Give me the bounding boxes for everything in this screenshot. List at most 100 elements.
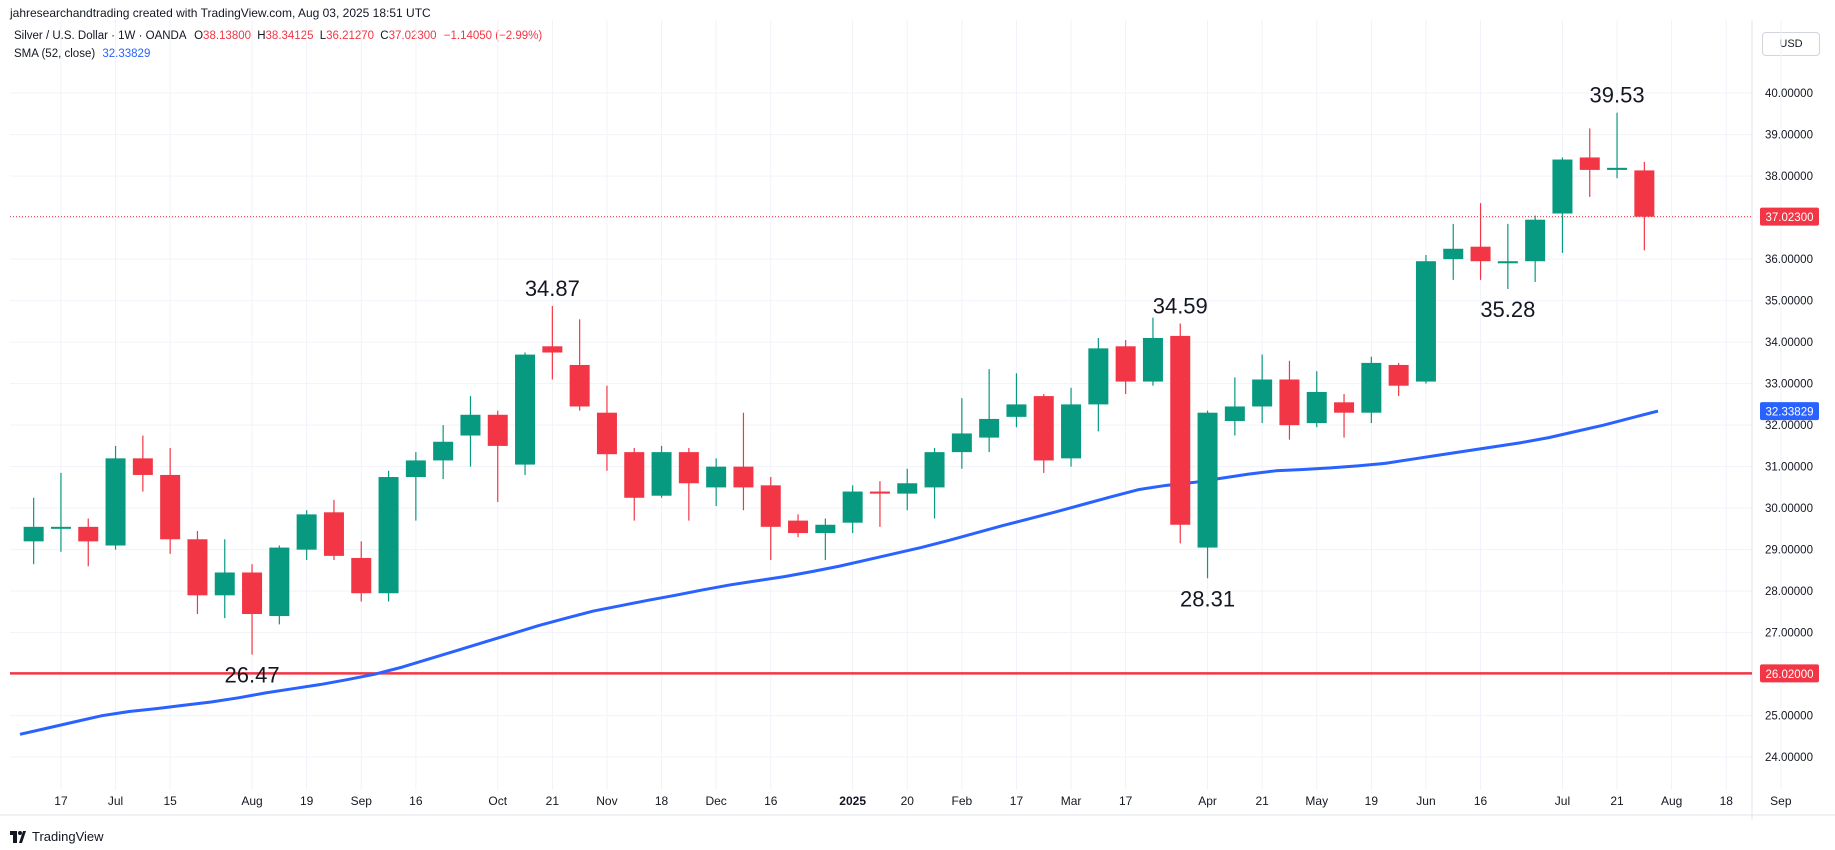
candle-body[interactable] (1088, 348, 1109, 405)
candle-body[interactable] (1525, 219, 1546, 262)
candle-body[interactable] (1279, 379, 1300, 426)
candle-body[interactable] (1579, 157, 1600, 170)
x-tick-label: 20 (901, 794, 915, 808)
candle-body[interactable] (1115, 346, 1136, 382)
candle-body[interactable] (351, 557, 372, 594)
candle-body[interactable] (405, 460, 426, 478)
candle-body[interactable] (378, 477, 399, 594)
candle-body[interactable] (1607, 167, 1628, 170)
x-tick-label: 2025 (839, 794, 866, 808)
candle-body[interactable] (1470, 246, 1491, 262)
candle-body[interactable] (242, 572, 263, 614)
candle-body[interactable] (1142, 337, 1163, 382)
x-tick-label: Dec (705, 794, 726, 808)
y-tick-label: 24.00000 (1765, 752, 1813, 764)
candle-body[interactable] (1634, 170, 1655, 217)
candle-body[interactable] (569, 364, 590, 407)
x-tick-label: 17 (54, 794, 68, 808)
sma-label[interactable]: SMA (52, close) (14, 48, 96, 60)
candle-body[interactable] (760, 485, 781, 527)
x-tick-label: 15 (163, 794, 177, 808)
x-tick-label: 21 (1255, 794, 1269, 808)
candle-body[interactable] (788, 520, 809, 534)
candle-body[interactable] (979, 418, 1000, 438)
price-annotation: 28.31 (1180, 586, 1235, 611)
y-tick-label: 33.00000 (1765, 379, 1813, 391)
y-tick-label: 32.00000 (1765, 420, 1813, 432)
candle-body[interactable] (23, 526, 44, 542)
candle-body[interactable] (1033, 396, 1054, 461)
candle-body[interactable] (323, 512, 344, 556)
candle-body[interactable] (1224, 406, 1245, 421)
candle-body[interactable] (706, 466, 727, 488)
tradingview-logo[interactable]: TradingView (10, 829, 104, 844)
x-tick-label: Apr (1198, 794, 1217, 808)
candle-body[interactable] (815, 524, 836, 534)
candle-body[interactable] (78, 526, 99, 542)
ohlc-open-value: 38.13800 (203, 30, 252, 42)
candle-body[interactable] (460, 414, 481, 436)
candle-body[interactable] (1552, 159, 1573, 214)
y-tick-label: 31.00000 (1765, 462, 1813, 474)
x-tick-label: 17 (1010, 794, 1024, 808)
price-annotation: 35.28 (1480, 297, 1535, 322)
candle-body[interactable] (951, 433, 972, 453)
candle-body[interactable] (596, 412, 617, 455)
candle-body[interactable] (1388, 364, 1409, 386)
candle-body[interactable] (869, 491, 890, 494)
ohlc-change: −1.14050 (−2.99%) (443, 30, 543, 42)
candle-body[interactable] (924, 452, 945, 488)
x-tick-label: 21 (546, 794, 560, 808)
candle-body[interactable] (624, 452, 645, 498)
candle-body[interactable] (678, 452, 699, 484)
candle-body[interactable] (1306, 391, 1327, 424)
candle-body[interactable] (842, 491, 863, 523)
candle-body[interactable] (1252, 379, 1273, 407)
legend-sma-row: SMA (52, close) 32.33829 (14, 48, 150, 60)
price-annotation: 26.47 (225, 663, 280, 688)
candle-body[interactable] (1006, 404, 1027, 417)
y-tick-label: 30.00000 (1765, 503, 1813, 515)
candle-body[interactable] (296, 514, 317, 550)
candle-body[interactable] (515, 354, 536, 465)
candle-body[interactable] (1170, 335, 1191, 525)
ohlc-close-value: 37.02300 (388, 30, 437, 42)
y-tick-label: 40.00000 (1765, 88, 1813, 100)
candle-body[interactable] (897, 483, 918, 494)
candle-body[interactable] (1443, 248, 1464, 260)
x-tick-label: Jul (108, 794, 123, 808)
y-tick-label: 36.00000 (1765, 254, 1813, 266)
candle-body[interactable] (187, 539, 208, 596)
candle-body[interactable] (433, 441, 454, 461)
candle-body[interactable] (105, 458, 126, 546)
sma-price-tag: 32.33829 (1766, 407, 1814, 419)
x-tick-label: Mar (1061, 794, 1082, 808)
candle-body[interactable] (1415, 261, 1436, 382)
x-tick-label: 21 (1610, 794, 1624, 808)
candle-body[interactable] (1497, 261, 1518, 264)
candle-body[interactable] (132, 458, 153, 475)
y-tick-label: 38.00000 (1765, 171, 1813, 183)
candle-body[interactable] (1361, 362, 1382, 413)
chart-credit: jahresearchandtrading created with Tradi… (10, 6, 431, 20)
candle-body[interactable] (733, 466, 754, 488)
x-tick-label: Sep (351, 794, 373, 808)
candle-body[interactable] (214, 572, 235, 596)
x-tick-label: Nov (596, 794, 617, 808)
sma-line[interactable] (19, 409, 1659, 736)
candle-body[interactable] (160, 474, 181, 540)
price-annotation: 34.87 (525, 276, 580, 301)
candle-body[interactable] (1197, 412, 1218, 548)
candle-body[interactable] (269, 547, 290, 617)
y-tick-label: 35.00000 (1765, 296, 1813, 308)
candle-body[interactable] (50, 526, 71, 529)
candle-body[interactable] (487, 414, 508, 446)
candle-body[interactable] (1061, 404, 1082, 459)
currency-button[interactable]: USD (1762, 32, 1820, 56)
candle-body[interactable] (542, 346, 563, 353)
symbol-name[interactable]: Silver / U.S. Dollar · 1W · OANDA (14, 30, 186, 42)
support-price-tag: 26.02000 (1766, 669, 1814, 681)
candle-body[interactable] (651, 452, 672, 496)
candle-body[interactable] (1334, 402, 1355, 413)
